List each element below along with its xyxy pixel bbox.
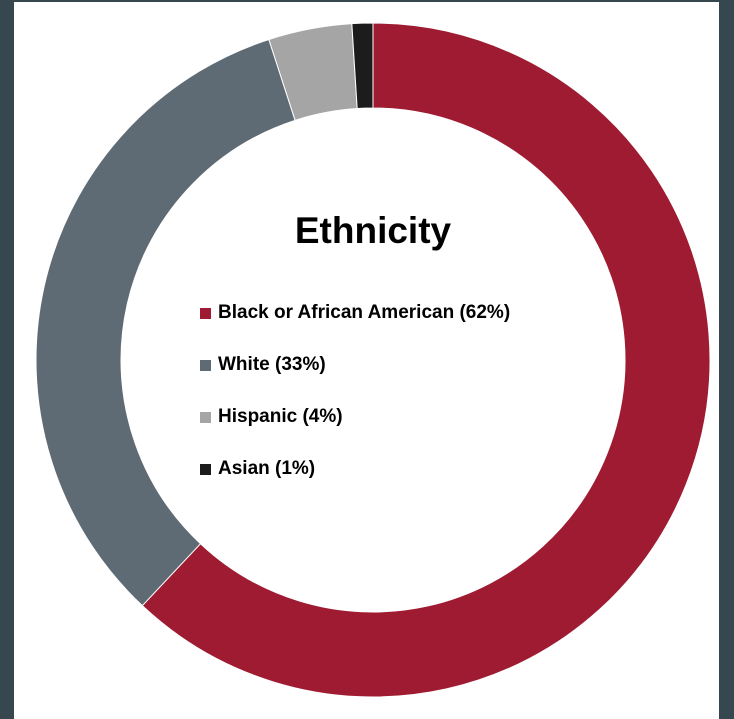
chart-title: Ethnicity [294, 210, 452, 251]
legend-swatch-white [200, 359, 211, 371]
legend-swatch-asian [200, 463, 211, 475]
legend-item-black-or-african-american: Black or African American (62%) [200, 300, 510, 326]
legend-label-asian: Asian (1%) [218, 458, 316, 479]
chart-legend: Black or African American (62%) White (3… [200, 300, 510, 508]
legend-item-hispanic: Hispanic (4%) [200, 404, 510, 430]
legend-swatch-black-or-african-american [200, 307, 211, 319]
legend-label-hispanic: Hispanic (4%) [218, 406, 343, 427]
donut-slice-black-or-african-american [141, 22, 711, 698]
donut-slice-white [35, 38, 296, 607]
legend-swatch-hispanic [200, 411, 211, 423]
legend-item-asian: Asian (1%) [200, 456, 510, 482]
legend-label-white: White (33%) [218, 354, 326, 375]
legend-item-white: White (33%) [200, 352, 510, 378]
donut-slice-asian [351, 22, 374, 110]
legend-label-black-or-african-american: Black or African American (62%) [218, 302, 511, 323]
